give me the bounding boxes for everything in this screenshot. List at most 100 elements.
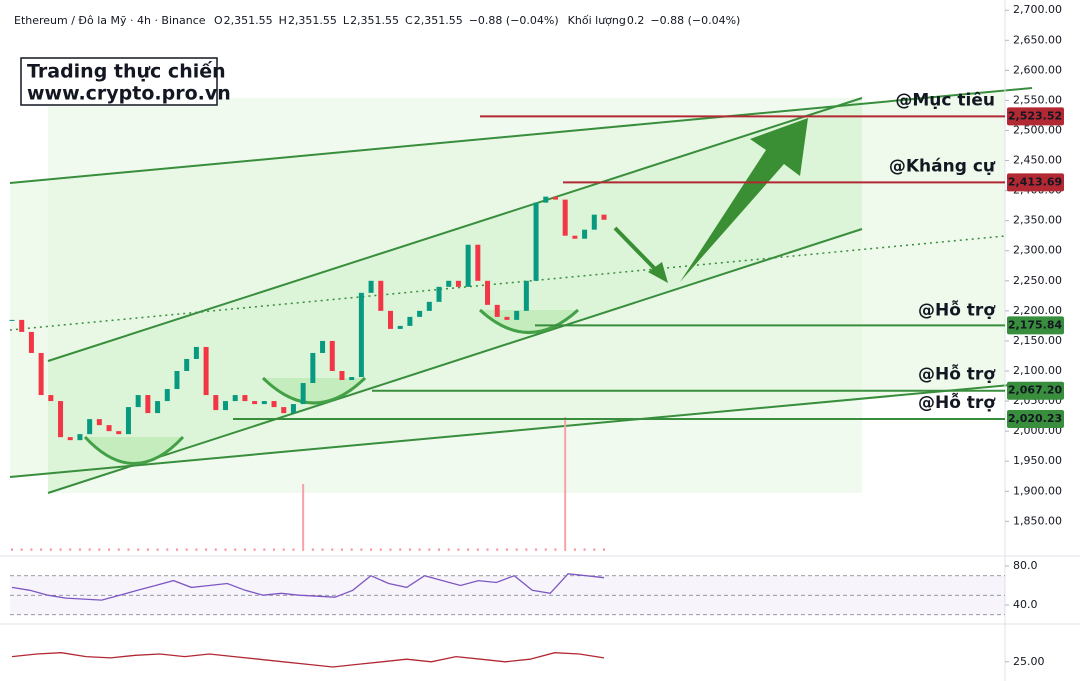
volume-bar bbox=[408, 548, 411, 551]
candle bbox=[543, 196, 549, 203]
level-label: 2,020.23 bbox=[1008, 412, 1062, 425]
candle bbox=[48, 395, 54, 402]
volume-bar bbox=[137, 548, 140, 551]
volume-bar bbox=[350, 548, 353, 551]
candle bbox=[485, 280, 491, 305]
candle bbox=[223, 401, 229, 411]
volume-bar bbox=[78, 548, 81, 551]
volume-label: Khối lượng bbox=[568, 14, 626, 27]
candle bbox=[135, 395, 141, 408]
candle bbox=[174, 371, 180, 390]
watermark: Trading thực chiến bbox=[27, 60, 226, 83]
candle bbox=[184, 358, 190, 372]
volume-bar bbox=[30, 548, 33, 551]
candle bbox=[281, 407, 287, 414]
y-tick-label: 2,550.00 bbox=[1013, 93, 1062, 106]
candle bbox=[28, 331, 34, 353]
level-name: @Hỗ trợ bbox=[918, 391, 996, 413]
ohlc-key: H bbox=[279, 14, 287, 27]
volume-bar bbox=[428, 548, 431, 551]
volume-bar bbox=[447, 548, 450, 551]
candle bbox=[116, 431, 122, 435]
y-tick-label: 40.0 bbox=[1013, 598, 1038, 611]
ohlc-key: L bbox=[343, 14, 350, 27]
watermark-box bbox=[20, 57, 218, 106]
ohlc-value: 2,351.55 bbox=[224, 14, 273, 27]
candle bbox=[320, 340, 326, 353]
candle bbox=[417, 310, 423, 317]
candle bbox=[407, 316, 413, 326]
candle bbox=[494, 304, 500, 317]
level-label: 2,175.84 bbox=[1008, 318, 1063, 331]
level-label: 2,067.20 bbox=[1008, 384, 1063, 397]
candle bbox=[514, 310, 520, 320]
volume-bar bbox=[564, 417, 567, 551]
ohlc-key: C bbox=[405, 14, 413, 27]
ohlc-key: O bbox=[214, 14, 223, 27]
candle bbox=[213, 395, 219, 411]
level-name: @Hỗ trợ bbox=[918, 298, 996, 320]
volume-bar bbox=[486, 548, 489, 551]
y-tick-label: 2,200.00 bbox=[1013, 304, 1062, 317]
candle bbox=[145, 395, 151, 414]
candle bbox=[106, 425, 112, 432]
volume-bar bbox=[544, 548, 547, 551]
candle bbox=[601, 214, 607, 220]
candle bbox=[300, 383, 306, 405]
volume-bar bbox=[496, 548, 499, 551]
candle bbox=[67, 437, 73, 441]
candle bbox=[290, 404, 296, 414]
candle bbox=[164, 389, 170, 402]
candle bbox=[203, 346, 209, 396]
volume-bar bbox=[321, 548, 324, 551]
level-label: 2,523.52 bbox=[1008, 109, 1062, 122]
y-tick-label: 2,500.00 bbox=[1013, 123, 1062, 136]
candle bbox=[232, 395, 238, 402]
volume-bar bbox=[49, 548, 52, 551]
volume-bar bbox=[438, 548, 441, 551]
candle bbox=[339, 371, 345, 381]
y-tick-label: 2,300.00 bbox=[1013, 244, 1062, 257]
y-tick-label: 2,700.00 bbox=[1013, 3, 1062, 16]
ohlc-value: 2,351.55 bbox=[350, 14, 399, 27]
candle bbox=[271, 401, 277, 408]
y-tick-label: 80.0 bbox=[1013, 559, 1038, 572]
candle bbox=[349, 377, 355, 381]
candle bbox=[582, 229, 588, 239]
volume-bar bbox=[389, 548, 392, 551]
volume-bar bbox=[554, 548, 557, 551]
candle bbox=[591, 214, 597, 230]
volume-bar bbox=[370, 548, 373, 551]
y-tick-label: 2,250.00 bbox=[1013, 274, 1062, 287]
candle bbox=[358, 292, 364, 378]
change: −0.88 (−0.04%) bbox=[469, 14, 559, 27]
volume-bar bbox=[379, 548, 382, 551]
volume-bar bbox=[505, 548, 508, 551]
volume-bar bbox=[224, 548, 227, 551]
volume-bar bbox=[583, 548, 586, 551]
volume-bar bbox=[11, 548, 13, 551]
candle bbox=[329, 340, 335, 372]
trendlines bbox=[9, 87, 1033, 494]
symbol: Ethereum / Đô la Mỹ · 4h · Binance bbox=[14, 14, 206, 27]
indicator-line bbox=[11, 573, 605, 601]
candle bbox=[378, 280, 384, 311]
volume-bar bbox=[331, 548, 334, 551]
y-tick-label: 2,150.00 bbox=[1013, 334, 1062, 347]
candle bbox=[38, 352, 44, 396]
candle bbox=[19, 319, 25, 332]
candle bbox=[572, 235, 578, 239]
candle bbox=[252, 401, 258, 405]
volume-bar bbox=[535, 548, 538, 551]
volume-bar bbox=[195, 548, 198, 551]
volume-bar bbox=[263, 548, 266, 551]
level-tag bbox=[1007, 173, 1064, 192]
volume-bar bbox=[59, 548, 62, 551]
volume-bar bbox=[467, 548, 470, 551]
watermark: www.crypto.pro.vn bbox=[27, 83, 231, 105]
volume-bar bbox=[117, 548, 120, 551]
volume-bar bbox=[214, 548, 217, 551]
candle bbox=[125, 407, 131, 435]
volume-change: −0.88 (−0.04%) bbox=[650, 14, 740, 27]
